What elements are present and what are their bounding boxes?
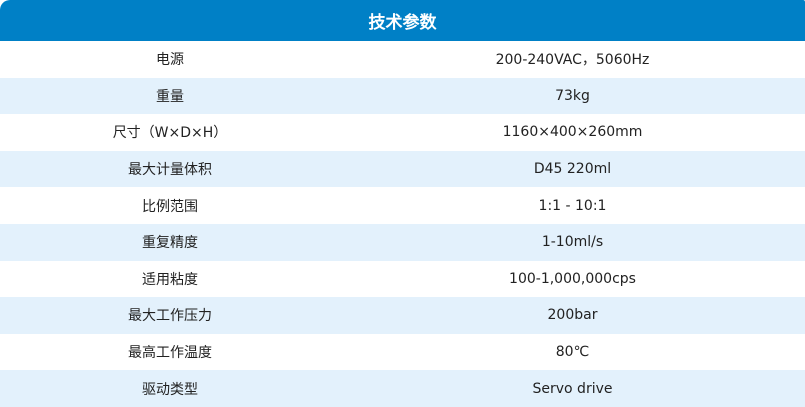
- table-title: 技术参数: [0, 0, 805, 41]
- table-row: 驱动类型 Servo drive: [0, 370, 805, 407]
- spec-value: 1160×400×260mm: [502, 124, 643, 141]
- spec-label: 重复精度: [142, 235, 198, 252]
- table-row: 重量 73kg: [0, 77, 805, 115]
- table-row: 尺寸（W×D×H） 1160×400×260mm: [0, 114, 805, 151]
- spec-label: 最大计量体积: [128, 162, 212, 179]
- spec-label: 尺寸（W×D×H）: [112, 125, 228, 142]
- spec-label: 电源: [156, 52, 184, 69]
- table-body: 电源 200-240VAC，5060Hz 重量 73kg 尺寸（W×D×H） 1160×4…: [0, 41, 805, 407]
- spec-value: Servo drive: [532, 380, 613, 397]
- table-row: 适用粘度 100-1,000,000cps: [0, 260, 805, 298]
- spec-label: 最大工作压力: [128, 308, 212, 325]
- table-row: 最大计量体积 D45 220ml: [0, 150, 805, 188]
- spec-label: 比例范围: [142, 198, 198, 215]
- spec-value: 100-1,000,000cps: [509, 270, 636, 287]
- spec-value: 73kg: [555, 87, 590, 104]
- spec-value: 1-10ml/s: [541, 234, 604, 251]
- spec-value: 80℃: [555, 344, 590, 361]
- spec-label: 最高工作温度: [128, 345, 212, 362]
- spec-value: 200bar: [547, 307, 598, 324]
- spec-value: 200-240VAC，5060Hz: [495, 52, 650, 69]
- table-row: 最高工作温度 80℃: [0, 333, 805, 371]
- spec-label: 驱动类型: [142, 381, 198, 398]
- table-row: 比例范围 1:1 - 10:1: [0, 187, 805, 224]
- spec-label: 重量: [156, 88, 184, 105]
- table-row: 电源 200-240VAC，5060Hz: [0, 41, 805, 78]
- spec-value: 1:1 - 10:1: [538, 197, 607, 214]
- spec-value: D45 220ml: [533, 161, 612, 178]
- table-row: 最大工作压力 200bar: [0, 297, 805, 334]
- spec-label: 适用粘度: [142, 271, 198, 288]
- table-row: 重复精度 1-10ml/s: [0, 223, 805, 261]
